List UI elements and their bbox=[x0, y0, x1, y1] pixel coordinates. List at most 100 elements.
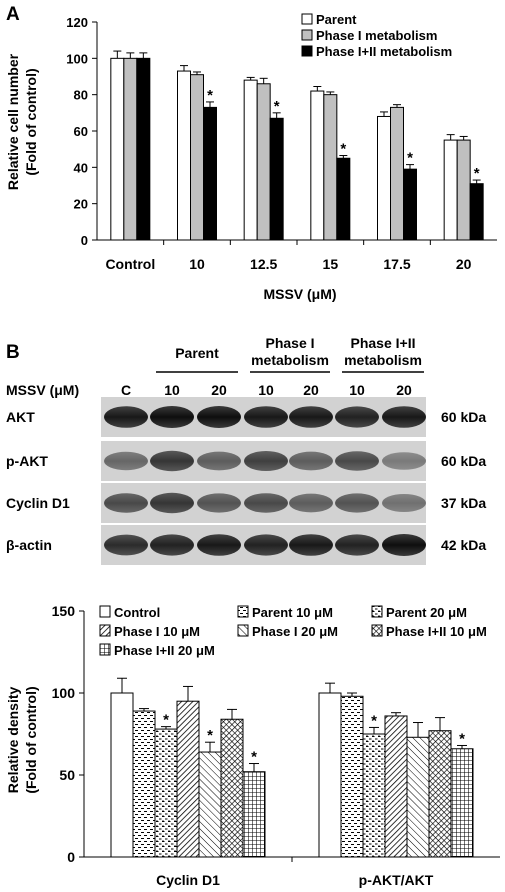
panel-b-sig-marker: * bbox=[251, 749, 257, 766]
blot-band bbox=[104, 493, 148, 513]
blot-lane-title: MSSV (μM) bbox=[6, 382, 79, 398]
panel-a-bar bbox=[456, 139, 471, 241]
panel-a-ylabel: Relative cell number (Fold of control) bbox=[5, 53, 39, 190]
panel-b-sig-marker: * bbox=[459, 730, 465, 747]
panel-a-bar bbox=[323, 94, 338, 241]
panel-a-legend-swatch bbox=[301, 29, 313, 41]
blot-lane-label: 10 bbox=[258, 382, 274, 398]
blot-band bbox=[289, 534, 333, 556]
panel-a-label: A bbox=[6, 4, 20, 25]
blot-lane-label: 10 bbox=[164, 382, 180, 398]
blot-band bbox=[197, 493, 241, 513]
panel-a-ylabel-line1: Relative cell number bbox=[5, 53, 21, 190]
panel-a-sig-marker: * bbox=[274, 98, 280, 115]
blot-band bbox=[289, 493, 333, 513]
panel-b-ylabel-line2: (Fold of control) bbox=[23, 686, 39, 793]
panel-a-sig-marker: * bbox=[207, 87, 213, 104]
panel-a-category-label: 20 bbox=[456, 256, 472, 272]
blot-band bbox=[150, 534, 194, 556]
blot-kda-label: 42 kDa bbox=[441, 537, 486, 553]
panel-b-sig-marker: * bbox=[163, 712, 169, 729]
panel-b-legend-swatch bbox=[237, 624, 249, 637]
panel-b-legend-swatch bbox=[99, 624, 111, 637]
panel-b-bar bbox=[110, 692, 134, 858]
panel-b-bar bbox=[428, 730, 452, 858]
panel-a-bar bbox=[443, 139, 458, 241]
blot-lane-label: 10 bbox=[349, 382, 365, 398]
blot-band bbox=[150, 406, 194, 428]
blot-band bbox=[335, 406, 379, 428]
panel-b-legend-label: Phase I 10 μM bbox=[114, 624, 200, 639]
blot-row-label: AKT bbox=[6, 409, 35, 425]
blot-band bbox=[244, 493, 288, 513]
blot-group-label: Parent bbox=[175, 345, 219, 361]
panel-b-ylabel-line1: Relative density bbox=[5, 686, 21, 793]
blot-band bbox=[197, 534, 241, 556]
panel-b-legend-swatch bbox=[371, 605, 383, 618]
panel-a-bars: * * * * * bbox=[110, 50, 484, 241]
panel-b-ytick-label: 50 bbox=[59, 767, 75, 783]
panel-a-ylabel-line2: (Fold of control) bbox=[23, 68, 39, 175]
panel-b-bars: * * * * * bbox=[110, 677, 474, 858]
panel-a-legend-swatch bbox=[301, 13, 313, 25]
panel-a-sig-marker: * bbox=[474, 165, 480, 182]
panel-a-legend-label: Phase I metabolism bbox=[316, 28, 437, 43]
panel-a-ytick-label: 60 bbox=[74, 124, 88, 139]
panel-b-bar bbox=[406, 736, 430, 858]
panel-a-category-label: Control bbox=[105, 256, 155, 272]
panel-a-category-label: 10 bbox=[189, 256, 205, 272]
panel-a-ytick-label: 100 bbox=[66, 51, 88, 66]
panel-b-ytick-label: 100 bbox=[52, 685, 76, 701]
blot-band bbox=[104, 534, 148, 556]
blot-band bbox=[244, 406, 288, 428]
blot-band bbox=[197, 451, 241, 471]
panel-b-legend-label: Parent 10 μM bbox=[252, 605, 333, 620]
panel-b-legend-label: Phase I 20 μM bbox=[252, 624, 338, 639]
panel-b-bar bbox=[132, 710, 156, 858]
blot-band bbox=[150, 492, 194, 514]
blot-kda-label: 37 kDa bbox=[441, 495, 486, 511]
blot-band bbox=[335, 534, 379, 556]
panel-b-legend-swatch bbox=[371, 624, 383, 637]
panel-a-xlabel: MSSV (μM) bbox=[263, 286, 336, 302]
blot-band bbox=[197, 406, 241, 428]
panel-a-bar bbox=[243, 79, 258, 241]
panel-a-bar bbox=[269, 117, 284, 241]
panel-a-bar bbox=[336, 157, 351, 241]
panel-a-sig-marker: * bbox=[407, 150, 413, 167]
panel-b-ylabel: Relative density (Fold of control) bbox=[5, 686, 39, 793]
panel-a-bar bbox=[390, 106, 404, 241]
panel-a-ytick-label: 20 bbox=[74, 197, 88, 212]
panel-b-legend-label: Phase I+II 10 μM bbox=[386, 624, 487, 639]
blot-group-label: Phase I+II bbox=[351, 335, 416, 351]
blot-band bbox=[382, 452, 426, 470]
panel-b-legend: Control Parent 10 μM Parent 20 μM Phase I 1… bbox=[99, 605, 487, 658]
panel-a-bar bbox=[177, 70, 191, 241]
blot-group-label: metabolism bbox=[251, 352, 329, 368]
panel-b-bar bbox=[198, 751, 222, 858]
panel-b-bar bbox=[362, 733, 386, 858]
panel-b-legend-label: Control bbox=[114, 605, 160, 620]
blot-band bbox=[382, 406, 426, 428]
panel-b-legend-swatch bbox=[99, 605, 111, 618]
panel-b-sig-marker: * bbox=[207, 727, 213, 744]
panel-b-label: B bbox=[6, 342, 20, 363]
panel-a-ytick-label: 0 bbox=[81, 233, 88, 248]
panel-b-ytick-label: 0 bbox=[67, 849, 75, 865]
panel-b-bar bbox=[450, 748, 474, 858]
blot-band bbox=[104, 451, 148, 471]
panel-b-sig-marker: * bbox=[371, 712, 377, 729]
blot-band bbox=[289, 451, 333, 471]
panel-a-bar bbox=[469, 183, 484, 241]
blot-kda-label: 60 kDa bbox=[441, 453, 486, 469]
panel-a-bar bbox=[190, 74, 204, 241]
blot-lane-label: 20 bbox=[211, 382, 227, 398]
blot-lane-label: 20 bbox=[396, 382, 412, 398]
blot-kda-label: 60 kDa bbox=[441, 409, 486, 425]
panel-b-bar bbox=[384, 715, 408, 858]
blot-lane-label: C bbox=[121, 382, 131, 398]
panel-a-ytick-label: 40 bbox=[74, 160, 88, 175]
panel-a-bar bbox=[403, 168, 417, 241]
